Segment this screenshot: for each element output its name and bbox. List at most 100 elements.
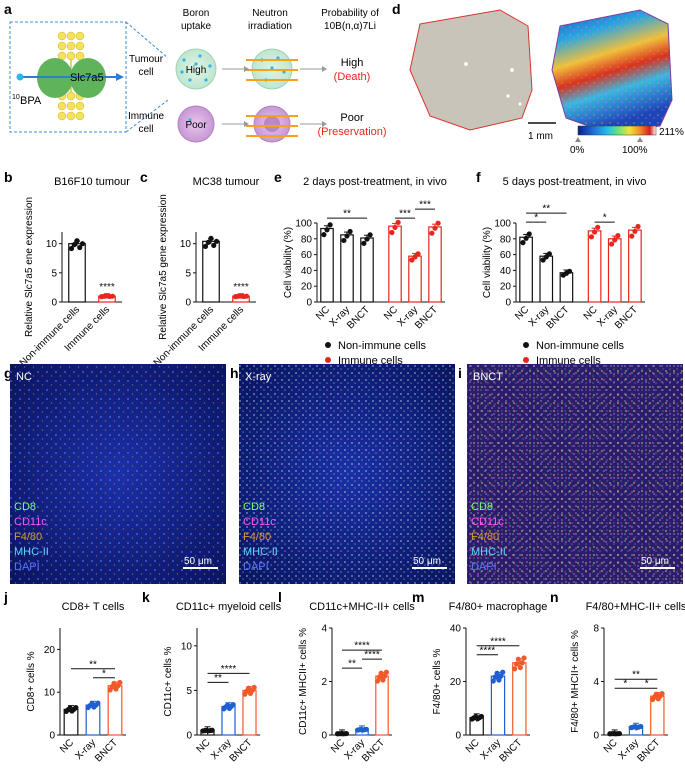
bar-b-0 [68, 243, 86, 303]
data-point-b-0 [79, 241, 86, 247]
y-tick-label-e: 0 [306, 298, 312, 309]
bar-e-1 [340, 234, 354, 303]
chart-title-b: B16F10 tumour [54, 176, 130, 188]
data-point-m-1 [494, 670, 500, 676]
data-point-e-5 [429, 230, 435, 236]
tumour-section-grey [409, 9, 533, 131]
sig-label-f-2: * [603, 213, 607, 224]
bar-f-4 [607, 238, 622, 303]
stain-label-cd8: CD8 [243, 501, 265, 513]
bpa-superscript: 10 [12, 94, 20, 101]
colorbar-tick-100 [637, 137, 643, 142]
micrograph-bnct [467, 364, 683, 584]
sig-label-j-1: * [102, 668, 106, 679]
significance-c: **** [233, 282, 249, 293]
bpa-label: BPA [20, 95, 42, 107]
stain-legend-nc: CD8 CD11c F4/80 MHC-II DAPI [14, 501, 49, 573]
x-tick-label-m-2: BNCT [497, 737, 524, 764]
data-point-m-2 [519, 660, 525, 666]
data-point-m-2 [513, 661, 520, 667]
immune-cell-poor [177, 105, 215, 143]
data-point-e-5 [435, 220, 441, 226]
sig-label-l-1: **** [364, 650, 380, 661]
y-label-c: Relative Slc7a5 gene expression [158, 194, 169, 340]
data-point-c-1 [243, 293, 250, 299]
micrograph-xray [239, 364, 455, 584]
data-point-m-2 [517, 664, 523, 671]
y-tick-label-e: 60 [301, 250, 313, 261]
stain-legend-xray: CD8 CD11c F4/80 MHC-II DAPI [243, 501, 278, 573]
col-header-neutron-2: irradiation [248, 21, 292, 32]
data-point-e-4 [415, 251, 421, 257]
data-point-l-2 [378, 670, 384, 676]
panel-letter-c: c [140, 169, 148, 185]
x-tick-label-e-5: BNCT [413, 304, 440, 331]
data-point-f-5 [632, 228, 638, 234]
x-tick-label-l-2: BNCT [360, 737, 387, 764]
bar-l-2 [375, 675, 389, 736]
micrograph-nc [10, 364, 226, 584]
sig-label-l-2: ** [348, 659, 356, 670]
data-point-f-3 [595, 224, 601, 230]
data-point-m-0 [478, 713, 484, 720]
y-tick-label-l: 4 [321, 624, 327, 635]
data-point-f-4 [612, 237, 618, 243]
panel-letter-a: a [4, 1, 12, 17]
y-tick-label-f: 80 [500, 234, 512, 245]
y-tick-label-c: 5 [185, 268, 191, 279]
tumour-probability: High [341, 57, 364, 69]
x-tick-label-n-2: BNCT [635, 737, 662, 764]
data-point-c-0 [213, 238, 220, 244]
stain-legend-bnct: CD8 CD11c F4/80 MHC-II DAPI [471, 501, 506, 573]
stain-label-cd11c: CD11c [243, 516, 276, 528]
sig-label-e-2: *** [419, 200, 431, 211]
data-point-b-0 [77, 244, 83, 251]
data-point-e-0 [327, 222, 333, 228]
data-point-e-3 [395, 219, 401, 225]
data-point-k-2 [251, 684, 257, 691]
chart-title-k: CD11c+ myeloid cells [176, 601, 282, 613]
chart-title-m: F4/80+ macrophage [449, 601, 548, 613]
stain-label-mhcii: MHC-II [243, 546, 278, 558]
significance-b: **** [99, 282, 115, 293]
y-tick-label-f: 60 [500, 250, 512, 261]
y-tick-label-k: 0 [186, 731, 192, 742]
y-tick-label-j: 0 [49, 731, 55, 742]
stain-label-mhcii: MHC-II [471, 546, 506, 558]
data-point-f-1 [546, 251, 552, 257]
data-point-n-2 [659, 691, 665, 697]
col-header-probability: Probability of [321, 8, 379, 19]
immune-outcome: (Preservation) [317, 126, 386, 138]
y-label-m: F4/80+ cells % [432, 648, 443, 714]
chart-n: n F4/80+MHC-II+ cells 0 4 8 F4/80+ MHCII+ cel… [550, 589, 685, 764]
y-label-k: CD11c+ cells % [163, 646, 174, 716]
data-point-l-2 [376, 674, 382, 680]
stain-label-f480: F4/80 [14, 531, 42, 543]
data-point-e-3 [389, 229, 395, 236]
sig-label-k-1: ** [214, 673, 222, 684]
data-point-n-1 [638, 723, 644, 730]
immune-probability: Poor [340, 112, 364, 124]
y-tick-label-k: 10 [181, 641, 193, 652]
chart-title-l: CD11c+MHC-II+ cells [309, 601, 415, 613]
y-tick-label-e: 80 [301, 234, 313, 245]
stain-label-cd11c: CD11c [14, 516, 47, 528]
y-tick-label-b: 10 [46, 239, 58, 250]
sig-label-n-2: * [623, 679, 627, 690]
data-point-l-2 [382, 673, 388, 679]
data-point-c-0 [208, 235, 214, 241]
row-tumour-label-2: cell [138, 67, 153, 78]
data-point-j-2 [111, 680, 117, 686]
data-point-m-1 [500, 669, 506, 675]
colorbar-max: 211% [659, 127, 684, 138]
colorbar-label-0: 0% [570, 145, 585, 156]
data-point-j-2 [117, 679, 123, 686]
colorbar [577, 125, 657, 136]
y-tick-label-k: 5 [186, 686, 192, 697]
row-immune-label-2: cell [138, 124, 153, 135]
data-point-e-2 [361, 240, 367, 246]
y-tick-label-e: 20 [301, 282, 313, 293]
data-point-b-1 [109, 293, 116, 299]
